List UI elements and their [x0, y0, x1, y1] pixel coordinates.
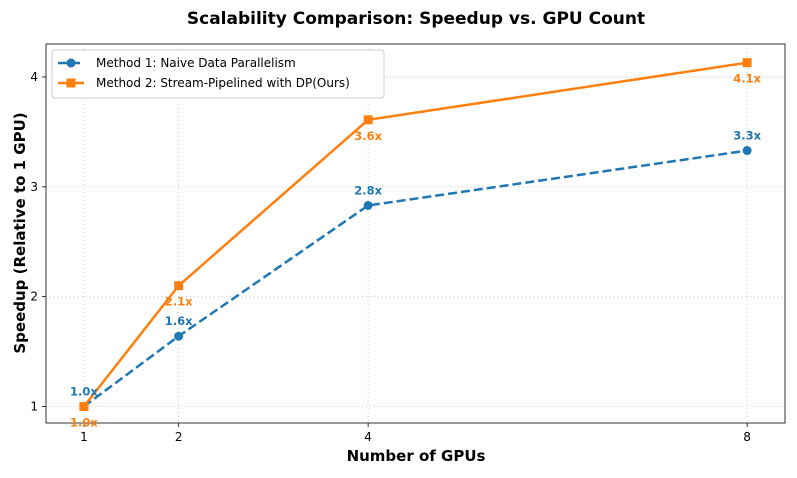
legend-label-1: Method 1: Naive Data Parallelism	[96, 56, 296, 70]
series-2-data-label: 1.0x	[70, 416, 98, 430]
legend-marker-2	[66, 78, 76, 88]
series-1-point	[742, 146, 752, 156]
series-1-data-label: 3.3x	[733, 129, 761, 143]
y-tick-label: 1	[30, 400, 38, 414]
plot-frame	[45, 43, 786, 424]
series-1-data-label: 2.8x	[354, 183, 382, 197]
series-2-data-label: 3.6x	[354, 129, 382, 143]
x-tick-label: 4	[364, 430, 372, 444]
y-tick-label: 3	[30, 180, 38, 194]
legend-marker-1	[66, 58, 76, 68]
series-1-point	[363, 200, 373, 210]
series-1-point	[174, 331, 184, 341]
chart-title: Scalability Comparison: Speedup vs. GPU …	[187, 9, 645, 29]
legend-label-2: Method 2: Stream-Pipelined with DP(Ours)	[96, 76, 350, 90]
series-2-data-label: 2.1x	[165, 295, 193, 309]
series-2-point	[363, 115, 373, 125]
series-2-point	[742, 58, 752, 68]
series-1-data-label: 1.6x	[165, 314, 193, 328]
x-axis-title: Number of GPUs	[347, 447, 486, 465]
series-2-data-label: 4.1x	[733, 72, 761, 86]
y-tick-label: 4	[30, 70, 38, 84]
series-1-data-label: 1.0x	[70, 385, 98, 399]
data-labels: 1.0x 1.6x 2.8x 3.3x 1.0x 2.1x 3.6x 4.1x	[70, 72, 762, 430]
y-tick-label: 2	[30, 290, 38, 304]
series-group	[79, 58, 752, 412]
x-tick-label: 1	[80, 430, 88, 444]
legend: Method 1: Naive Data Parallelism Method 2…	[51, 49, 385, 99]
x-tick-label: 2	[175, 430, 183, 444]
series-2-point	[79, 402, 89, 412]
x-tick-label: 8	[743, 430, 751, 444]
legend-box	[51, 49, 385, 99]
series-line-1	[83, 149, 748, 408]
y-axis-title: Speedup (Relative to 1 GPU)	[11, 112, 29, 353]
series-line-2	[82, 61, 748, 408]
series-2-point	[174, 281, 184, 291]
